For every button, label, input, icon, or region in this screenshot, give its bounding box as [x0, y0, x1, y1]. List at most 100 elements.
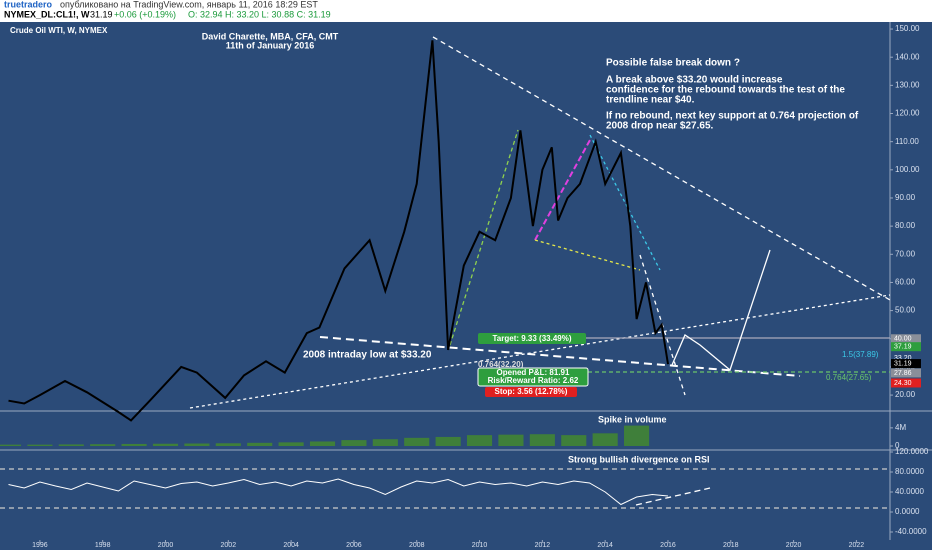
y-tick-label: 80.0000 — [895, 467, 924, 476]
volume-bar — [435, 436, 461, 446]
x-tick-label: 2018 — [723, 542, 739, 549]
stop-box — [485, 387, 577, 397]
y-tick-label: 140.00 — [895, 52, 920, 61]
volume-bar — [404, 437, 430, 446]
y-tick-label: 0.0000 — [895, 507, 920, 516]
risk-reward: Risk/Reward Ratio: 2.62 — [488, 376, 579, 385]
volume-bar — [0, 444, 22, 446]
y-tick-label: 120.0000 — [895, 447, 929, 456]
annotation: David Charette, MBA, CFA, CMT — [202, 31, 339, 41]
author[interactable]: truetradero — [4, 0, 53, 9]
volume-bar — [561, 435, 587, 446]
y-tick-label: 70.00 — [895, 249, 916, 258]
x-tick-label: 2006 — [346, 542, 362, 549]
annotation: 11th of January 2016 — [226, 40, 315, 50]
fib-label: 0.764(32.20) — [478, 360, 524, 369]
price-label: 33.20 — [894, 355, 912, 362]
annotation: A break above $33.20 would increase — [606, 75, 783, 86]
x-tick-label: 2012 — [535, 542, 551, 549]
x-tick-label: 2010 — [472, 542, 488, 549]
series-line — [8, 478, 669, 506]
price-label-box — [891, 368, 921, 378]
x-tick-label: 2022 — [849, 542, 865, 549]
y-tick-label: 130.00 — [895, 80, 920, 89]
volume-bar — [624, 425, 650, 446]
y-tick-label: 20.00 — [895, 390, 916, 399]
volume-bar — [184, 443, 210, 446]
price-label: 24.30 — [894, 380, 912, 387]
pnl-box — [477, 367, 589, 387]
x-tick-label: 2000 — [158, 542, 174, 549]
volume-bar — [27, 444, 53, 446]
drawings — [0, 36, 891, 509]
price-label-box — [891, 342, 921, 352]
volume-bar — [278, 442, 304, 446]
volume-bar — [498, 434, 524, 446]
price-label-box — [891, 359, 921, 369]
volume-bar — [90, 444, 116, 446]
annotation: Possible false break down ? — [606, 58, 740, 69]
y-tick-label: 4M — [895, 423, 906, 432]
axis-bg — [890, 22, 932, 550]
volume-bar — [309, 441, 336, 446]
annotation: trendline near $40. — [606, 95, 695, 106]
pane-title: Strong bullish divergence on RSI — [568, 454, 710, 464]
stop: Stop: 3.56 (12.78%) — [495, 387, 568, 396]
y-tick-label: 90.00 — [895, 193, 916, 202]
x-tick-label: 2014 — [597, 542, 613, 549]
pane-title: Spike in volume — [598, 414, 667, 424]
published: опубликовано на TradingView.com, январь … — [60, 0, 318, 9]
y-tick-label: 100.00 — [895, 165, 920, 174]
y-tick-label: 150.00 — [895, 24, 920, 33]
y-tick-label: 80.00 — [895, 221, 916, 230]
price-label: 37.19 — [894, 344, 912, 351]
annotation: confidence for the rebound towards the t… — [606, 85, 845, 96]
volume-bar — [152, 443, 179, 446]
x-tick-label: 1996 — [32, 542, 48, 549]
volume-bar — [529, 434, 555, 446]
x-tick-label: 2008 — [409, 542, 425, 549]
price-label: 40.00 — [894, 336, 912, 343]
volume-bar — [466, 435, 493, 446]
volume-bar — [215, 443, 241, 446]
price-label-box — [891, 353, 921, 363]
x-tick-label: 2004 — [283, 542, 299, 549]
y-tick-label: 120.00 — [895, 109, 920, 118]
x-tick-label: 1998 — [95, 542, 111, 549]
y-tick-label: 50.00 — [895, 306, 916, 315]
price-label-box — [891, 378, 921, 388]
volume-bar — [58, 444, 84, 446]
change: +0.06 (+0.19%) — [114, 9, 176, 19]
price-label: 31.19 — [894, 360, 912, 367]
price-label: 27.86 — [894, 370, 912, 377]
series-line — [8, 40, 669, 422]
x-tick-label: 2016 — [660, 542, 676, 549]
ohlc: O: 32.94 H: 33.20 L: 30.88 C: 31.19 — [188, 9, 331, 19]
volume-bar — [372, 439, 398, 446]
symbol: NYMEX_DL:CL1!, W — [4, 9, 90, 19]
volume-bar — [121, 443, 147, 446]
annotation: If no rebound, next key support at 0.764… — [606, 111, 859, 122]
y-tick-label: 110.00 — [895, 137, 919, 146]
time-axis-bg — [0, 540, 890, 550]
y-tick-label: 40.0000 — [895, 487, 924, 496]
volume-bar — [247, 442, 273, 446]
target-box — [478, 333, 586, 344]
pnl: Opened P&L: 81.91 — [497, 368, 570, 377]
pane-title: Crude Oil WTI, W, NYMEX — [10, 26, 108, 35]
x-tick-label: 2020 — [786, 542, 802, 549]
y-tick-label: 60.00 — [895, 278, 916, 287]
annotation: 2008 intraday low at $33.20 — [303, 350, 432, 361]
target: Target: 9.33 (33.49%) — [493, 334, 572, 343]
volume-bar — [592, 433, 618, 446]
fib-label: 0.764(27.65) — [826, 373, 872, 382]
fib-label: 1.5(37.89) — [842, 350, 879, 359]
y-tick-label: 0 — [895, 441, 900, 450]
annotation: 2008 drop near $27.65. — [606, 121, 714, 132]
price-label-box — [891, 334, 921, 344]
x-tick-label: 2002 — [221, 542, 237, 549]
volume-bar — [341, 440, 367, 446]
last: 31.19 — [90, 9, 113, 19]
y-tick-label: -40.0000 — [895, 527, 927, 536]
